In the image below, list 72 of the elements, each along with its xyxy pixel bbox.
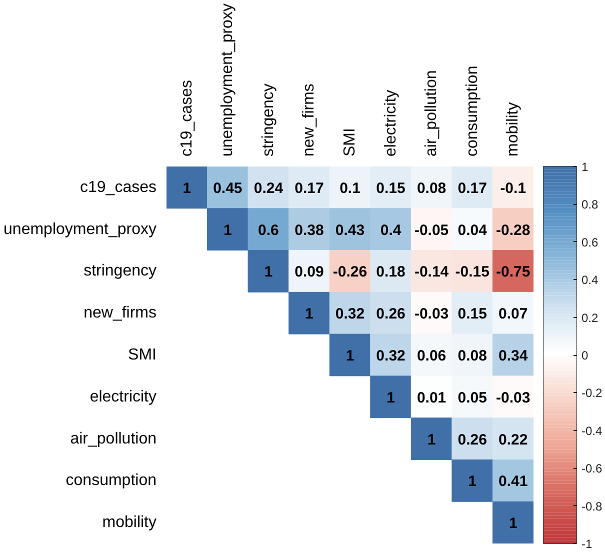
data-label: 0.06 <box>416 348 446 364</box>
data-label: 1 <box>386 389 395 406</box>
data-label: 1 <box>346 348 354 364</box>
data-label: -0.03 <box>414 306 449 323</box>
data-label: -0.05 <box>414 222 449 239</box>
color-bar-label: 0.6 <box>582 235 599 250</box>
data-label: 0.1 <box>340 180 360 197</box>
data-label: 1 <box>427 431 436 448</box>
data-label: 0.26 <box>376 306 406 323</box>
x-tick-label: new_firms <box>300 84 318 156</box>
y-tick-label: mobility <box>102 514 156 532</box>
data-label: 0.45 <box>213 180 242 197</box>
data-label: 0.01 <box>416 389 446 406</box>
data-label: 0.22 <box>498 431 528 448</box>
color-bar-label: 1 <box>582 160 588 174</box>
y-tick-label: SMI <box>128 346 157 364</box>
data-label: 0.05 <box>458 389 487 406</box>
color-bar-label: -0.8 <box>582 499 603 514</box>
data-label: 1 <box>264 264 273 281</box>
data-label: 0.43 <box>335 222 365 239</box>
data-label: 0.38 <box>294 222 324 239</box>
x-tick-label: SMI <box>342 128 358 156</box>
x-tick-label: electricity <box>382 90 400 156</box>
color-bar-label: -0.2 <box>582 386 603 400</box>
y-tick-label: stringency <box>84 262 156 280</box>
data-label: 0.04 <box>458 222 488 239</box>
data-label: 0.07 <box>498 306 528 323</box>
y-tick-label: c19_cases <box>80 178 157 196</box>
y-tick-label: new_firms <box>84 304 156 322</box>
data-label: -0.1 <box>500 180 526 197</box>
color-bar-label: 0 <box>582 348 588 362</box>
x-tick-label: consumption <box>464 66 481 156</box>
data-label: 0.18 <box>376 264 406 281</box>
data-label: 0.41 <box>498 473 528 490</box>
color-bar-label: -0.4 <box>582 424 603 438</box>
data-label: 1 <box>508 515 518 532</box>
x-tick-label: mobility <box>504 102 522 156</box>
color-bar-label: -0.6 <box>582 462 603 476</box>
data-label: 0.4 <box>380 222 402 239</box>
data-label: 0.15 <box>376 180 406 197</box>
data-label: 1 <box>468 473 477 490</box>
data-label: 0.15 <box>458 306 487 323</box>
data-label: 0.17 <box>458 180 487 197</box>
data-label: 0.26 <box>458 431 487 448</box>
data-label: 0.32 <box>376 348 406 364</box>
color-bar-label: 0.8 <box>582 198 599 212</box>
data-label: -0.26 <box>332 264 368 281</box>
data-label: 1 <box>305 306 314 323</box>
y-tick-label: electricity <box>90 388 157 406</box>
y-tick-label: air_pollution <box>70 430 156 448</box>
x-tick-label: stringency <box>260 84 277 156</box>
data-label: -0.14 <box>414 264 450 281</box>
y-tick-label: unemployment_proxy <box>4 220 156 238</box>
data-label: 0.24 <box>254 180 284 197</box>
data-label: 0.09 <box>294 264 324 281</box>
data-label: -0.75 <box>496 264 530 281</box>
data-label: 0.08 <box>458 348 487 364</box>
y-tick-label: consumption <box>66 472 156 490</box>
data-label: -0.28 <box>496 222 530 239</box>
data-label: 0.17 <box>294 180 324 197</box>
x-tick-label: air_pollution <box>423 70 440 156</box>
data-label: 1 <box>182 180 192 197</box>
color-bar-label: -1 <box>582 537 592 551</box>
data-label: -0.03 <box>496 389 530 406</box>
data-label: 0.6 <box>258 222 279 239</box>
color-bar-label: 0.4 <box>582 273 599 288</box>
data-label: -0.15 <box>455 264 490 281</box>
data-label: 1 <box>223 222 232 239</box>
data-label: 0.34 <box>498 348 528 364</box>
data-label: 0.32 <box>335 306 365 323</box>
data-label: 0.08 <box>416 180 446 197</box>
color-bar-label: 0.2 <box>582 310 599 325</box>
